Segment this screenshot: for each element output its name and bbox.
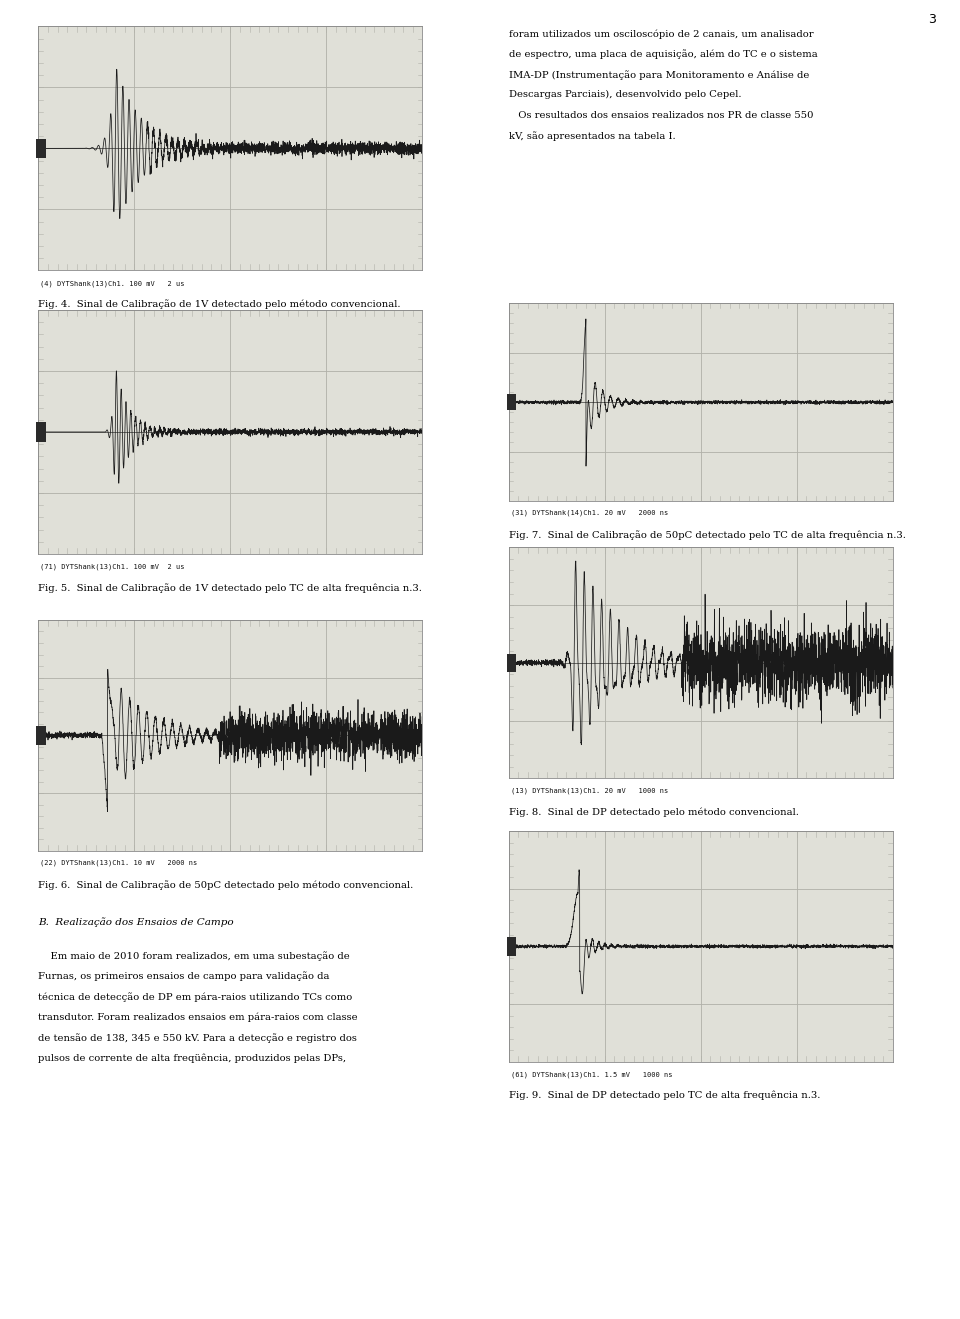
Text: (13) DYTShank(13)Ch1. 20 mV   1000 ns: (13) DYTShank(13)Ch1. 20 mV 1000 ns	[511, 787, 668, 794]
Text: foram utilizados um osciloscópio de 2 canais, um analisador: foram utilizados um osciloscópio de 2 ca…	[509, 29, 813, 38]
Text: de tensão de 138, 345 e 550 kV. Para a detecção e registro dos: de tensão de 138, 345 e 550 kV. Para a d…	[38, 1033, 357, 1042]
Text: B.  Realização dos Ensaios de Campo: B. Realização dos Ensaios de Campo	[38, 917, 234, 926]
Text: Fig. 5.  Sinal de Calibração de 1V detectado pelo TC de alta frequência n.3.: Fig. 5. Sinal de Calibração de 1V detect…	[38, 583, 422, 592]
Text: Fig. 7.  Sinal de Calibração de 50pC detectado pelo TC de alta frequência n.3.: Fig. 7. Sinal de Calibração de 50pC dete…	[509, 530, 905, 539]
Text: pulsos de corrente de alta freqüência, produzidos pelas DPs,: pulsos de corrente de alta freqüência, p…	[38, 1053, 347, 1063]
Text: IMA-DP (Instrumentação para Monitoramento e Análise de: IMA-DP (Instrumentação para Monitorament…	[509, 70, 809, 79]
Text: kV, são apresentados na tabela I.: kV, são apresentados na tabela I.	[509, 132, 676, 141]
FancyBboxPatch shape	[507, 394, 516, 410]
FancyBboxPatch shape	[36, 725, 46, 744]
Text: Furnas, os primeiros ensaios de campo para validação da: Furnas, os primeiros ensaios de campo pa…	[38, 971, 330, 981]
FancyBboxPatch shape	[507, 936, 516, 955]
FancyBboxPatch shape	[36, 422, 46, 442]
Text: Fig. 6.  Sinal de Calibração de 50pC detectado pelo método convencional.: Fig. 6. Sinal de Calibração de 50pC dete…	[38, 880, 414, 889]
Text: Descargas Parciais), desenvolvido pelo Cepel.: Descargas Parciais), desenvolvido pelo C…	[509, 90, 741, 99]
Text: Fig. 8.  Sinal de DP detectado pelo método convencional.: Fig. 8. Sinal de DP detectado pelo métod…	[509, 807, 799, 816]
FancyBboxPatch shape	[507, 653, 516, 673]
Text: 3: 3	[928, 13, 936, 26]
Text: (61) DYTShank(13)Ch1. 1.5 mV   1000 ns: (61) DYTShank(13)Ch1. 1.5 mV 1000 ns	[511, 1071, 672, 1078]
Text: Em maio de 2010 foram realizados, em uma subestação de: Em maio de 2010 foram realizados, em uma…	[38, 951, 350, 960]
Text: (71) DYTShank(13)Ch1. 100 mV  2 us: (71) DYTShank(13)Ch1. 100 mV 2 us	[40, 563, 185, 570]
Text: de espectro, uma placa de aquisição, além do TC e o sistema: de espectro, uma placa de aquisição, alé…	[509, 49, 818, 59]
Text: Fig. 9.  Sinal de DP detectado pelo TC de alta frequência n.3.: Fig. 9. Sinal de DP detectado pelo TC de…	[509, 1091, 820, 1100]
Text: (22) DYTShank(13)Ch1. 10 mV   2000 ns: (22) DYTShank(13)Ch1. 10 mV 2000 ns	[40, 860, 198, 867]
Text: técnica de detecção de DP em pára-raios utilizando TCs como: técnica de detecção de DP em pára-raios …	[38, 992, 352, 1001]
Text: Fig. 4.  Sinal de Calibração de 1V detectado pelo método convencional.: Fig. 4. Sinal de Calibração de 1V detect…	[38, 299, 401, 309]
FancyBboxPatch shape	[36, 138, 46, 158]
Text: (31) DYTShank(14)Ch1. 20 mV   2000 ns: (31) DYTShank(14)Ch1. 20 mV 2000 ns	[511, 509, 668, 516]
Text: Os resultados dos ensaios realizados nos PR de classe 550: Os resultados dos ensaios realizados nos…	[509, 111, 813, 120]
Text: (4) DYTShank(13)Ch1. 100 mV   2 us: (4) DYTShank(13)Ch1. 100 mV 2 us	[40, 280, 185, 286]
Text: transdutor. Foram realizados ensaios em pára-raios com classe: transdutor. Foram realizados ensaios em …	[38, 1013, 358, 1022]
